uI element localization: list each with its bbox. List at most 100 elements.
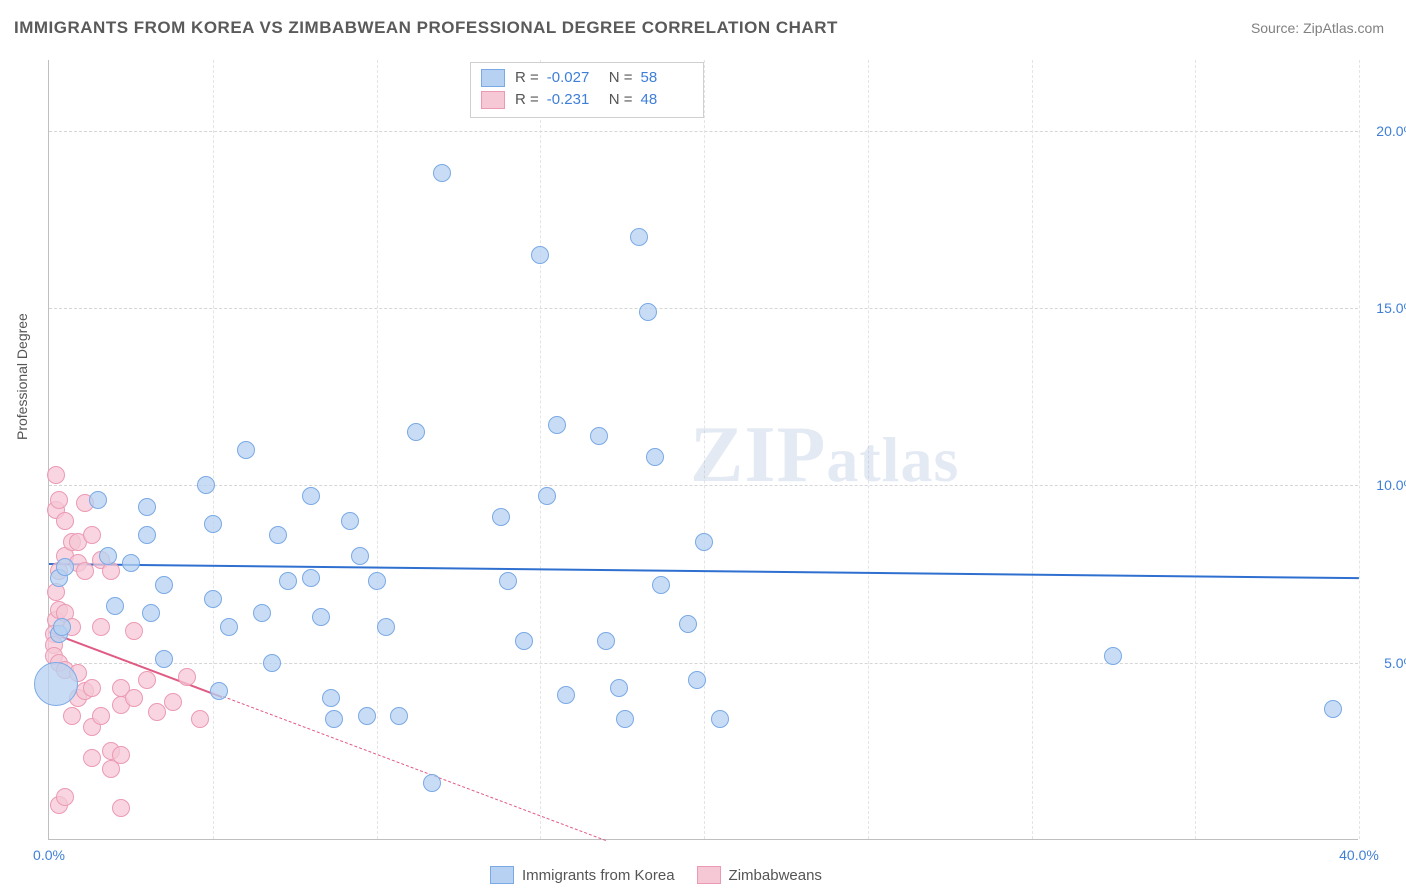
data-point xyxy=(148,703,166,721)
data-point xyxy=(125,689,143,707)
gridline-vertical xyxy=(704,60,705,839)
legend-series-label: Zimbabweans xyxy=(729,867,822,884)
data-point xyxy=(1324,700,1342,718)
legend-n-value: 58 xyxy=(641,67,693,89)
data-point xyxy=(138,671,156,689)
data-point xyxy=(197,476,215,494)
legend-series: Immigrants from Korea Zimbabweans xyxy=(490,866,822,884)
trend-line xyxy=(222,696,605,841)
legend-n-label: N = xyxy=(609,67,633,89)
data-point xyxy=(191,710,209,728)
source-value: ZipAtlas.com xyxy=(1303,20,1384,36)
legend-series-label: Immigrants from Korea xyxy=(522,867,675,884)
y-axis-label: Professional Degree xyxy=(14,313,30,440)
data-point xyxy=(325,710,343,728)
data-point xyxy=(138,526,156,544)
data-point xyxy=(590,427,608,445)
scatter-plot-area: 5.0%10.0%15.0%20.0%0.0%40.0% xyxy=(48,60,1358,840)
data-point xyxy=(322,689,340,707)
data-point xyxy=(204,590,222,608)
gridline-vertical xyxy=(868,60,869,839)
legend-swatch-icon xyxy=(481,91,505,109)
data-point xyxy=(204,515,222,533)
data-point xyxy=(63,707,81,725)
data-point xyxy=(312,608,330,626)
gridline-vertical xyxy=(377,60,378,839)
gridline-vertical xyxy=(1359,60,1360,839)
data-point xyxy=(138,498,156,516)
data-point xyxy=(56,788,74,806)
data-point xyxy=(679,615,697,633)
y-tick-label: 10.0% xyxy=(1376,477,1406,493)
legend-stats-row: R = -0.231 N = 48 xyxy=(481,89,693,111)
legend-swatch-icon xyxy=(481,69,505,87)
data-point xyxy=(106,597,124,615)
data-point xyxy=(155,576,173,594)
legend-series-item: Immigrants from Korea xyxy=(490,866,675,884)
data-point xyxy=(639,303,657,321)
data-point xyxy=(646,448,664,466)
data-point xyxy=(112,799,130,817)
data-point xyxy=(695,533,713,551)
data-point xyxy=(557,686,575,704)
data-point xyxy=(83,749,101,767)
data-point xyxy=(341,512,359,530)
data-point xyxy=(164,693,182,711)
data-point xyxy=(56,512,74,530)
data-point xyxy=(83,526,101,544)
data-point xyxy=(53,618,71,636)
source-attribution: Source: ZipAtlas.com xyxy=(1251,20,1384,36)
source-label: Source: xyxy=(1251,20,1303,36)
legend-r-value: -0.231 xyxy=(547,89,599,111)
data-point xyxy=(652,576,670,594)
data-point xyxy=(210,682,228,700)
legend-n-label: N = xyxy=(609,89,633,111)
data-point xyxy=(711,710,729,728)
data-point xyxy=(155,650,173,668)
legend-series-item: Zimbabweans xyxy=(697,866,822,884)
data-point xyxy=(237,441,255,459)
data-point xyxy=(125,622,143,640)
legend-r-label: R = xyxy=(515,67,539,89)
y-tick-label: 20.0% xyxy=(1376,123,1406,139)
data-point xyxy=(423,774,441,792)
data-point xyxy=(531,246,549,264)
data-point xyxy=(99,547,117,565)
x-tick-label: 40.0% xyxy=(1339,847,1379,863)
data-point xyxy=(377,618,395,636)
data-point xyxy=(597,632,615,650)
legend-r-label: R = xyxy=(515,89,539,111)
data-point xyxy=(56,558,74,576)
legend-stats: R = -0.027 N = 58 R = -0.231 N = 48 xyxy=(470,62,704,118)
data-point xyxy=(92,618,110,636)
data-point xyxy=(83,679,101,697)
data-point xyxy=(263,654,281,672)
data-point xyxy=(122,554,140,572)
data-point xyxy=(142,604,160,622)
data-point xyxy=(616,710,634,728)
gridline-vertical xyxy=(1032,60,1033,839)
data-point xyxy=(390,707,408,725)
data-point xyxy=(178,668,196,686)
data-point xyxy=(688,671,706,689)
data-point xyxy=(1104,647,1122,665)
data-point xyxy=(548,416,566,434)
legend-n-value: 48 xyxy=(641,89,693,111)
data-point xyxy=(499,572,517,590)
data-point xyxy=(630,228,648,246)
data-point xyxy=(368,572,386,590)
legend-swatch-icon xyxy=(697,866,721,884)
data-point xyxy=(407,423,425,441)
data-point xyxy=(302,487,320,505)
data-point xyxy=(433,164,451,182)
data-point xyxy=(538,487,556,505)
data-point xyxy=(92,707,110,725)
gridline-vertical xyxy=(213,60,214,839)
legend-stats-row: R = -0.027 N = 58 xyxy=(481,67,693,89)
legend-r-value: -0.027 xyxy=(547,67,599,89)
y-tick-label: 15.0% xyxy=(1376,300,1406,316)
data-point xyxy=(76,562,94,580)
x-tick-label: 0.0% xyxy=(33,847,65,863)
data-point xyxy=(279,572,297,590)
data-point xyxy=(253,604,271,622)
